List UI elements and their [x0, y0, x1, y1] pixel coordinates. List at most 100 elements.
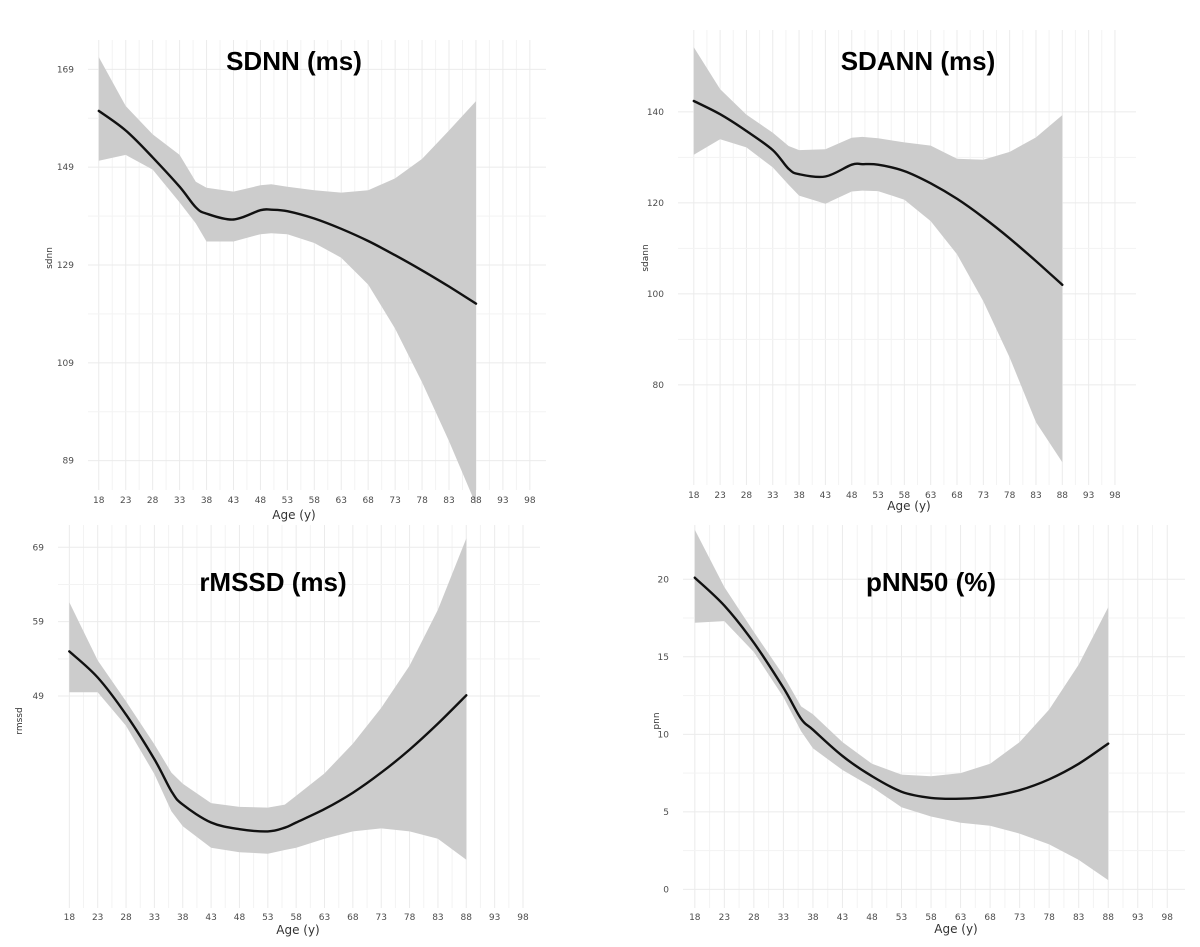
sdann-x-tick-label: 83: [1030, 491, 1041, 501]
sdnn-y-tick-label: 169: [57, 65, 74, 75]
pnn50-x-tick-label: 93: [1132, 913, 1143, 923]
rmssd-x-axis-label: Age (y): [276, 923, 320, 937]
pnn50-chart-panel: 18 23 28 33 38 43 48 53 58 63 68 73 78 83 88 93 98 0 5 10 15…: [600, 510, 1200, 947]
sdnn-y-tick-label: 149: [57, 163, 74, 173]
sdnn-y-tick-label: 129: [57, 261, 74, 271]
rmssd-fit-line: [68, 650, 468, 833]
rmssd-x-tick-label: 73: [375, 913, 386, 923]
sdnn-x-tick-label: 18: [93, 496, 105, 506]
rmssd-x-tick-label: 88: [461, 913, 473, 923]
sdann-x-tick-label: 88: [1057, 491, 1069, 501]
sdnn-x-tick-label: 78: [416, 496, 428, 506]
sdann-confidence-band: [693, 47, 1063, 463]
sdnn-x-tick-label: 38: [201, 496, 213, 506]
sdann-x-tick-label: 73: [978, 491, 989, 501]
pnn50-y-tick-label: 0: [663, 885, 669, 895]
rmssd-x-tick-label: 43: [205, 913, 216, 923]
pnn50-x-tick-label: 73: [1014, 913, 1025, 923]
sdnn-x-tick-label: 88: [470, 496, 482, 506]
pnn50-x-tick-label: 63: [955, 913, 966, 923]
sdnn-x-tick-label: 58: [309, 496, 321, 506]
sdann-y-tick-label: 120: [647, 199, 664, 209]
sdnn-y-tick-label: 89: [63, 457, 75, 467]
pnn50-confidence-band: [694, 529, 1109, 881]
sdann-x-tick-label: 98: [1109, 491, 1121, 501]
rmssd-y-tick-label: 69: [33, 543, 45, 553]
sdann-x-tick-label: 53: [872, 491, 883, 501]
sdann-chart: 18 23 28 33 38 43 48 53 58 63 68 73 78 83 88 93 98 80 100 1…: [641, 30, 1136, 513]
sdann-y-tick-label: 100: [647, 290, 664, 300]
rmssd-x-tick-label: 48: [234, 913, 246, 923]
sdnn-chart-panel: 18 23 28 33 38 43 48 53 58 63 68 73 78 83 88 93 98 89 109 1…: [0, 0, 600, 522]
sdann-x-axis-label: Age (y): [887, 499, 931, 513]
sdnn-confidence-band: [98, 57, 477, 505]
pnn50-y-tick-label: 10: [658, 730, 670, 740]
rmssd-x-tick-label: 33: [149, 913, 160, 923]
sdnn-fit-line: [97, 109, 478, 305]
pnn50-x-tick-label: 78: [1043, 913, 1055, 923]
rmssd-x-tick-label: 23: [92, 913, 103, 923]
sdnn-x-tick-label: 33: [174, 496, 185, 506]
sdnn-x-tick-label: 53: [282, 496, 293, 506]
rmssd-y-tick-label: 59: [33, 618, 45, 628]
sdnn-x-tick-label: 73: [389, 496, 400, 506]
sdann-x-tick-label: 58: [899, 491, 911, 501]
sdann-x-tick-label: 93: [1083, 491, 1094, 501]
sdnn-y-axis-label: sdnn: [45, 247, 55, 269]
pnn50-x-tick-label: 98: [1162, 913, 1174, 923]
sdnn-x-tick-label: 63: [336, 496, 347, 506]
sdnn-chart: 18 23 28 33 38 43 48 53 58 63 68 73 78 83 88 93 98 89 109 1…: [45, 40, 546, 522]
pnn50-x-tick-label: 38: [807, 913, 819, 923]
pnn50-x-tick-label: 18: [689, 913, 701, 923]
rmssd-x-tick-label: 28: [120, 913, 132, 923]
sdann-x-tick-label: 33: [767, 491, 778, 501]
rmssd-x-tick-label: 68: [347, 913, 359, 923]
sdann-x-tick-label: 48: [846, 491, 858, 501]
sdnn-grid: [88, 40, 546, 490]
sdann-chart-panel: 18 23 28 33 38 43 48 53 58 63 68 73 78 83 88 93 98 80 100 1…: [600, 0, 1200, 513]
pnn50-fit-line: [693, 576, 1110, 801]
pnn50-x-tick-label: 43: [837, 913, 848, 923]
rmssd-chart-panel: 18 23 28 33 38 43 48 53 58 63 68 73 78 83 88 93 98 49 59 69…: [0, 510, 600, 947]
pnn50-x-tick-label: 33: [778, 913, 789, 923]
rmssd-x-tick-label: 93: [489, 913, 500, 923]
sdann-x-tick-label: 68: [951, 491, 963, 501]
sdann-x-tick-label: 78: [1004, 491, 1016, 501]
sdnn-x-tick-label: 98: [524, 496, 536, 506]
sdann-chart-title: SDANN (ms): [841, 46, 996, 76]
rmssd-confidence-band: [69, 538, 467, 860]
sdnn-chart-title: SDNN (ms): [226, 46, 362, 76]
rmssd-chart: 18 23 28 33 38 43 48 53 58 63 68 73 78 83 88 93 98 49 59 69…: [15, 525, 540, 937]
sdann-x-tick-label: 28: [741, 491, 753, 501]
rmssd-x-tick-label: 78: [404, 913, 416, 923]
sdnn-x-tick-label: 68: [362, 496, 374, 506]
sdnn-x-axis-label: Age (y): [272, 508, 316, 522]
sdann-fit-line: [692, 99, 1064, 286]
pnn50-x-tick-label: 28: [748, 913, 760, 923]
pnn50-x-tick-label: 53: [896, 913, 907, 923]
sdann-y-tick-label: 140: [647, 108, 664, 118]
sdann-x-tick-label: 23: [714, 491, 725, 501]
pnn50-x-tick-label: 68: [984, 913, 996, 923]
rmssd-x-tick-label: 58: [290, 913, 302, 923]
sdnn-y-tick-label: 109: [57, 359, 74, 369]
rmssd-x-tick-label: 18: [64, 913, 76, 923]
rmssd-x-tick-label: 63: [319, 913, 330, 923]
rmssd-x-tick-label: 83: [432, 913, 443, 923]
sdann-x-tick-label: 18: [688, 491, 700, 501]
pnn50-x-tick-label: 48: [866, 913, 878, 923]
pnn50-x-axis-label: Age (y): [934, 922, 978, 936]
sdnn-x-tick-label: 93: [497, 496, 508, 506]
pnn50-y-axis-label: pnn: [652, 712, 662, 729]
sdnn-x-tick-label: 48: [255, 496, 267, 506]
pnn50-chart: 18 23 28 33 38 43 48 53 58 63 68 73 78 83 88 93 98 0 5 10 15…: [652, 525, 1185, 936]
sdann-grid: [678, 30, 1136, 485]
pnn50-x-tick-label: 58: [925, 913, 937, 923]
pnn50-x-tick-label: 88: [1102, 913, 1114, 923]
sdnn-x-tick-label: 28: [147, 496, 159, 506]
rmssd-x-tick-label: 38: [177, 913, 189, 923]
sdann-x-tick-label: 38: [793, 491, 805, 501]
sdann-x-tick-label: 63: [925, 491, 936, 501]
sdann-x-tick-label: 43: [820, 491, 831, 501]
sdnn-x-tick-label: 23: [120, 496, 131, 506]
